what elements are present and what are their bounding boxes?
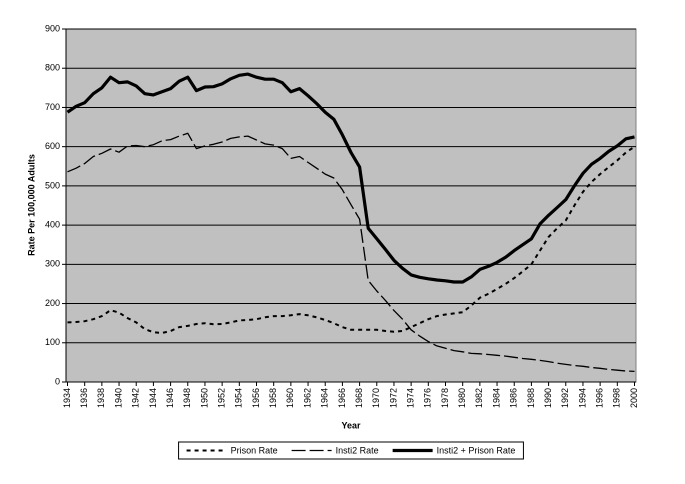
x-tick-label: 1940 <box>113 388 123 408</box>
legend-label: Insti2 Rate <box>336 445 379 455</box>
x-tick-label: 1968 <box>354 388 364 408</box>
x-tick-label: 1942 <box>131 388 141 408</box>
y-tick-label: 400 <box>45 219 60 229</box>
x-tick-label: 1996 <box>595 388 605 408</box>
x-tick-label: 1958 <box>268 388 278 408</box>
x-tick-label: 1948 <box>182 388 192 408</box>
x-tick-label: 1944 <box>148 388 158 408</box>
series-line <box>67 132 635 373</box>
x-tick-label: 1998 <box>612 388 622 408</box>
x-tick-label: 1954 <box>234 388 244 408</box>
legend-label: Prison Rate <box>231 445 278 455</box>
x-tick-label: 1970 <box>371 388 381 408</box>
y-tick-label: 0 <box>55 376 60 386</box>
legend-label: Insti2 + Prison Rate <box>437 445 516 455</box>
y-tick-label: 600 <box>45 141 60 151</box>
x-tick-label: 1962 <box>302 388 312 408</box>
x-tick-label: 1950 <box>199 388 209 408</box>
x-tick-label: 1980 <box>457 388 467 408</box>
x-tick-label: 1966 <box>337 388 347 408</box>
y-tick-label: 700 <box>45 102 60 112</box>
series-line <box>67 145 636 334</box>
x-tick-label: 1972 <box>388 388 398 408</box>
legend: Prison Rate Insti2 Rate Insti2 + Prison Ra… <box>178 441 524 460</box>
x-tick-label: 1990 <box>543 388 553 408</box>
legend-box <box>178 441 524 460</box>
x-tick-label: 1956 <box>251 388 261 408</box>
y-tick-label: 100 <box>45 337 60 347</box>
x-tick-label: 2000 <box>629 388 639 408</box>
x-tick-label: 1982 <box>474 388 484 408</box>
y-tick-label: 300 <box>45 259 60 269</box>
y-tick-label: 200 <box>45 298 60 308</box>
y-axis-title: Rate Per 100,000 Adults <box>26 154 36 256</box>
x-tick-label: 1946 <box>165 388 175 408</box>
x-tick-label: 1936 <box>79 388 89 408</box>
x-tick-label: 1960 <box>285 388 295 408</box>
x-tick-label: 1964 <box>320 388 330 408</box>
x-tick-label: 1984 <box>491 388 501 408</box>
series-line <box>66 72 635 284</box>
y-tick-label: 900 <box>45 23 60 33</box>
y-tick-label: 500 <box>45 180 60 190</box>
x-tick-label: 1974 <box>406 388 416 408</box>
x-tick-label: 1988 <box>526 388 536 408</box>
x-tick-label: 1952 <box>217 388 227 408</box>
x-tick-label: 1986 <box>509 388 519 408</box>
x-tick-label: 1978 <box>440 388 450 408</box>
x-tick-label: 1938 <box>96 388 106 408</box>
x-tick-label: 1992 <box>560 388 570 408</box>
x-tick-label: 1994 <box>577 388 587 408</box>
x-axis-title: Year <box>341 420 361 430</box>
y-tick-label: 800 <box>45 63 60 73</box>
x-tick-label: 1934 <box>62 388 72 408</box>
x-tick-label: 1976 <box>423 388 433 408</box>
